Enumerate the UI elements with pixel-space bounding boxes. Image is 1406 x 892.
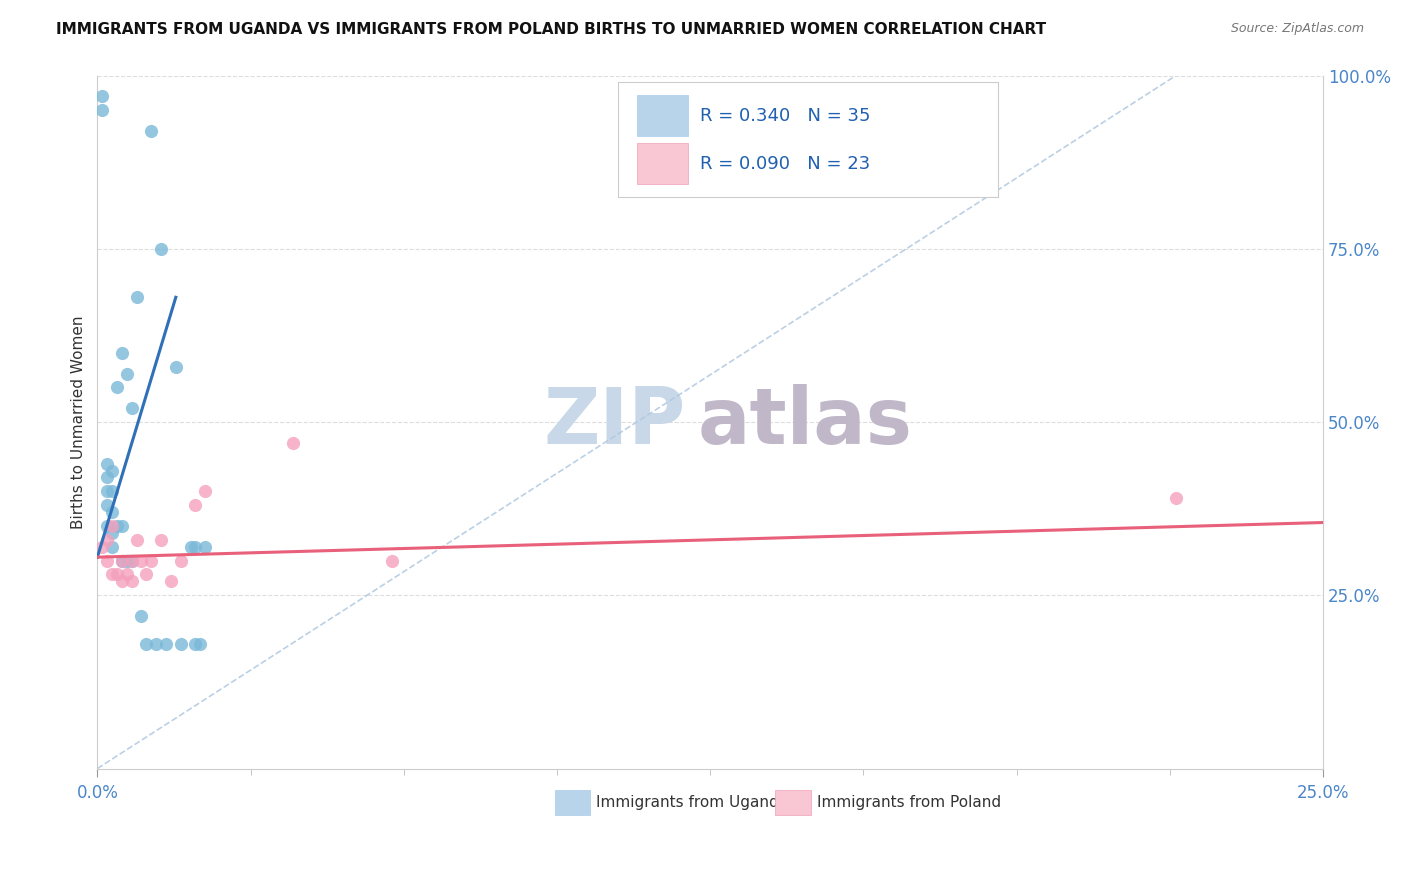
Point [121,574,143,589]
Point [179,540,201,554]
FancyBboxPatch shape [637,144,688,185]
Point [125,290,148,304]
Point [194,484,217,499]
Point [101,525,124,540]
Point [101,484,124,499]
Point [135,637,157,651]
Point [131,554,153,568]
Point [184,637,207,651]
Point [165,359,187,374]
Point [96,498,118,512]
Point [96,470,118,484]
FancyBboxPatch shape [619,82,998,197]
Point [101,464,124,478]
Point [111,554,134,568]
Point [170,554,193,568]
Point [111,519,134,533]
Point [101,540,124,554]
Point [91,103,114,118]
FancyBboxPatch shape [637,95,688,136]
Point [121,401,143,416]
Point [380,554,402,568]
Point [96,519,118,533]
Point [125,533,148,547]
Point [101,567,124,582]
Text: IMMIGRANTS FROM UGANDA VS IMMIGRANTS FROM POLAND BIRTHS TO UNMARRIED WOMEN CORRE: IMMIGRANTS FROM UGANDA VS IMMIGRANTS FRO… [56,22,1046,37]
Text: atlas: atlas [697,384,912,460]
Text: Source: ZipAtlas.com: Source: ZipAtlas.com [1230,22,1364,36]
Point [135,567,157,582]
Point [141,554,163,568]
Text: Immigrants from Uganda: Immigrants from Uganda [596,795,789,810]
FancyBboxPatch shape [554,790,591,815]
Point [184,540,207,554]
Text: R = 0.090   N = 23: R = 0.090 N = 23 [700,155,870,173]
Point [105,519,128,533]
Point [105,380,128,394]
Point [145,637,167,651]
Text: ZIP: ZIP [544,384,686,460]
Point [96,533,118,547]
Point [91,540,114,554]
Point [115,567,138,582]
Point [105,567,128,582]
Point [131,609,153,624]
Point [96,554,118,568]
Point [111,574,134,589]
Point [96,484,118,499]
Point [155,637,177,651]
Point [283,435,305,450]
FancyBboxPatch shape [775,790,811,815]
Point [170,637,193,651]
Point [160,574,183,589]
Y-axis label: Births to Unmarried Women: Births to Unmarried Women [72,315,86,529]
Point [115,554,138,568]
Point [184,498,207,512]
Point [91,89,114,103]
Text: R = 0.340   N = 35: R = 0.340 N = 35 [700,107,870,125]
Point [150,533,173,547]
Point [1164,491,1187,506]
Point [121,554,143,568]
Point [115,367,138,381]
Point [188,637,211,651]
Point [150,242,173,256]
Point [121,554,143,568]
Point [101,519,124,533]
Text: Immigrants from Poland: Immigrants from Poland [817,795,1001,810]
Point [194,540,217,554]
Point [101,505,124,519]
Point [111,554,134,568]
Point [111,345,134,359]
Point [96,457,118,471]
Point [141,124,163,138]
